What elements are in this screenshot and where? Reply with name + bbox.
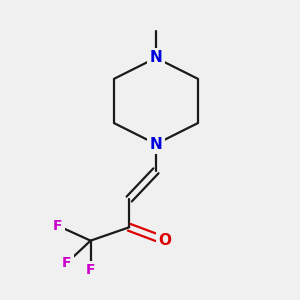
Text: F: F: [62, 256, 71, 270]
Text: F: F: [86, 263, 95, 278]
Text: F: F: [53, 219, 63, 233]
Text: N: N: [150, 50, 162, 65]
Text: O: O: [158, 233, 171, 248]
Text: N: N: [150, 136, 162, 152]
